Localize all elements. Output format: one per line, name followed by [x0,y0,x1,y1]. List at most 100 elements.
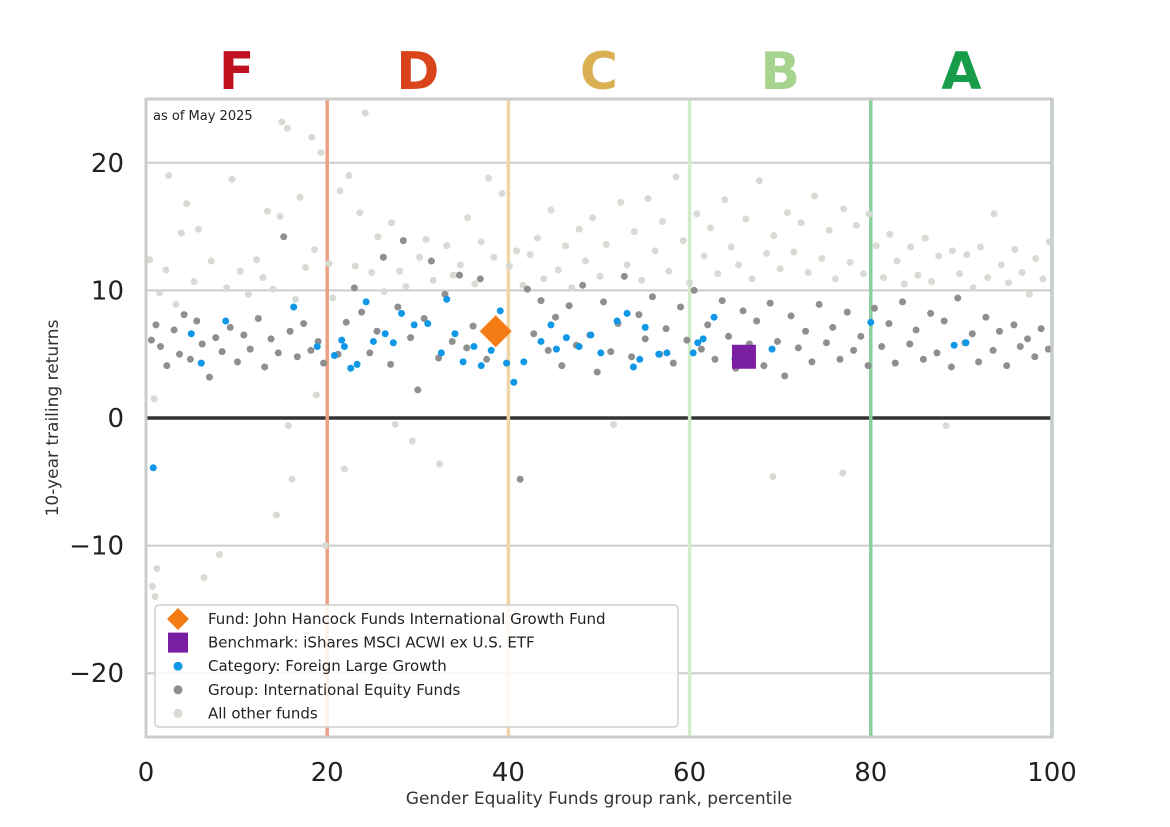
legend-fund-marker [167,608,189,630]
grade-label-d: D [396,42,439,102]
group-point [176,350,184,358]
other-fund-point [1018,269,1026,277]
other-fund-point [617,198,625,206]
other-fund-point [763,249,771,257]
other-fund-point [351,262,359,270]
other-fund-point [408,437,416,445]
y-axis-title: 10-year trailing returns [43,319,63,516]
other-fund-point [172,300,180,308]
other-fund-point [402,283,410,291]
group-point [787,312,795,320]
group-point [718,297,726,305]
other-fund-point [727,243,735,251]
other-fund-point [907,243,915,251]
other-fund-point [990,210,998,218]
group-point [628,353,636,361]
group-point [635,311,643,319]
category-point [768,345,776,353]
group-point [427,257,435,265]
group-point [552,313,560,321]
category-point [369,337,377,345]
group-point [565,302,573,310]
group-point [836,355,844,363]
other-fund-point [449,271,457,279]
group-point [968,330,976,338]
grade-label-c: C [580,42,618,102]
other-fund-point [956,270,964,278]
other-fund-point [272,511,280,519]
group-point [358,308,366,316]
group-point [379,253,387,261]
group-point [180,311,188,319]
group-point [766,299,774,307]
other-fund-point [665,267,673,275]
other-fund-point [686,279,694,287]
other-fund-point [498,189,506,197]
group-point [773,337,781,345]
category-point [962,339,970,347]
other-fund-point [839,469,847,477]
category-point [381,330,389,338]
other-fund-point [886,230,894,238]
group-point [1010,321,1018,329]
other-fund-point [456,261,464,269]
category-point [597,349,605,357]
other-fund-point [748,275,756,283]
category-point [629,363,637,371]
other-fund-point [244,290,252,298]
other-fund-point [215,551,223,559]
x-tick-label: 80 [854,758,887,788]
group-point [579,281,587,289]
other-fund-point [236,267,244,275]
category-point [867,318,875,326]
group-point [152,321,160,329]
other-fund-point [872,242,880,250]
other-fund-point [596,272,604,280]
other-fund-point [706,224,714,232]
group-point [815,300,823,308]
other-fund-point [581,257,589,265]
group-point [607,348,615,356]
other-fund-point [797,219,805,227]
grid-lines [146,161,1052,675]
group-point [469,322,477,330]
group-point [463,344,471,352]
other-fund-point [609,420,617,428]
other-fund-point [533,234,541,242]
group-point [226,323,234,331]
group-point [558,362,566,370]
group-point [677,303,685,311]
group-point [267,335,275,343]
y-tick-label: −10 [69,532,124,562]
other-fund-point [301,263,309,271]
other-fund-point [325,260,333,268]
other-fund-point [388,219,396,227]
group-point [420,314,428,322]
group-point [274,349,282,357]
category-point [613,317,621,325]
other-fund-point [374,233,382,241]
other-fund-point [860,270,868,278]
category-point [353,360,361,368]
other-fund-point [969,284,977,292]
group-point [753,317,761,325]
other-fund-point [742,215,750,223]
group-point [878,343,886,351]
category-point [641,323,649,331]
group-point [1024,335,1032,343]
other-fund-point [852,221,860,229]
group-point [648,293,656,301]
category-point [451,330,459,338]
fund-marker [479,315,512,348]
category-point [520,358,528,366]
other-fund-point [296,193,304,201]
group-point [982,313,990,321]
legend-items: Fund: John Hancock Funds International G… [167,608,606,722]
other-fund-point [804,269,812,277]
x-tick-label: 20 [311,758,344,788]
group-point [320,359,328,367]
other-fund-point [1025,290,1033,298]
other-fund-point [554,266,562,274]
other-fund-point [963,251,971,259]
